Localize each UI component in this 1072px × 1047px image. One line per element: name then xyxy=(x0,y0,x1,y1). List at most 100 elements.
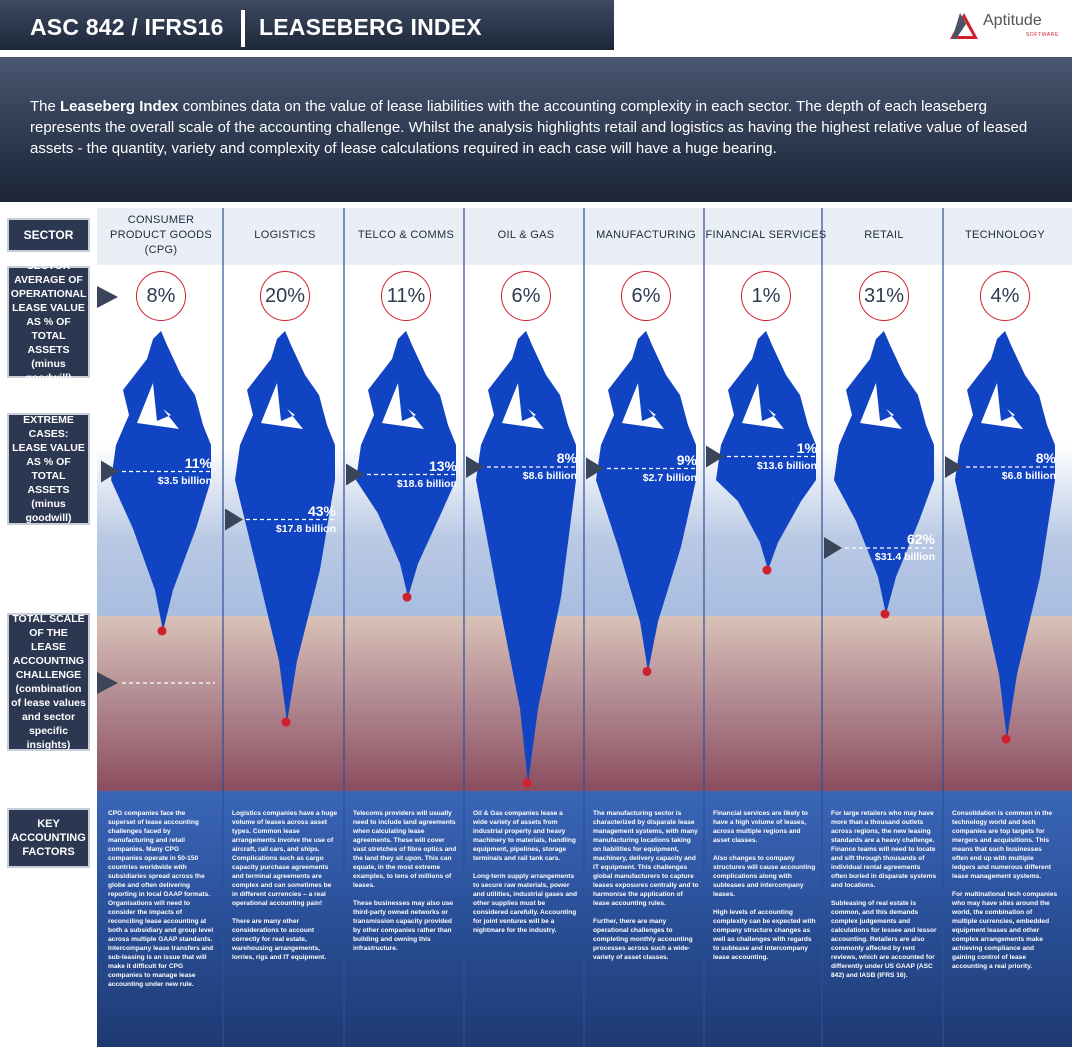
sector-average-circle: 4% xyxy=(980,271,1030,321)
iceberg xyxy=(111,331,211,631)
factor-paragraph: Subleasing of real estate is common, and… xyxy=(831,900,937,979)
header: ASC 842 / IFRS16 LEASEBERG INDEX Aptitud… xyxy=(0,0,1072,57)
iceberg-highlight xyxy=(860,383,902,429)
sector-factors: Telecoms providers will usually need to … xyxy=(353,809,459,962)
sector-average-circle: 20% xyxy=(260,271,310,321)
iceberg-highlight xyxy=(137,383,179,429)
sector-average-circle: 11% xyxy=(381,271,431,321)
extreme-value: $17.8 billion xyxy=(275,522,336,535)
extreme-percent: 8% xyxy=(556,450,577,466)
factor-paragraph: CPG companies face the superset of lease… xyxy=(108,810,214,988)
title-standard: ASC 842 / IFRS16 xyxy=(30,14,224,40)
sector-name: OIL & GAS xyxy=(497,229,555,241)
logo-triangle-icon xyxy=(950,13,978,39)
factor-paragraph: Also changes to company structures will … xyxy=(713,855,816,898)
depth-marker xyxy=(880,609,890,619)
iceberg-highlight xyxy=(382,383,424,429)
extreme-pointer xyxy=(101,460,119,483)
leaseberg-chart: SECTOR SECTOR AVERAGE OF OPERATIONAL LEA… xyxy=(0,208,1072,1047)
depth-marker xyxy=(762,565,772,575)
sector-factors: Financial services are likely to have a … xyxy=(713,809,819,971)
extreme-percent: 62% xyxy=(906,531,935,547)
sector-name: MANUFACTURING xyxy=(596,229,696,241)
row-label-total: TOTAL SCALE OF THE LEASE ACCOUNTING CHAL… xyxy=(7,613,90,751)
extreme-percent: 13% xyxy=(428,457,457,474)
sector-factors: Oil & Gas companies lease a wide variety… xyxy=(473,809,579,944)
extreme-pointer xyxy=(586,457,604,480)
factor-paragraph: The manufacturing sector is characterize… xyxy=(593,810,699,907)
sector-factors: CPG companies face the superset of lease… xyxy=(108,809,214,998)
depth-marker xyxy=(402,592,412,602)
iceberg xyxy=(235,331,335,723)
depth-marker xyxy=(642,666,652,676)
iceberg xyxy=(596,331,696,672)
sector-factors: Logistics companies have a huge volume o… xyxy=(232,809,338,971)
sector-factors: The manufacturing sector is characterize… xyxy=(593,809,699,971)
extreme-value: $6.8 billion xyxy=(1001,470,1056,482)
title-bar: ASC 842 / IFRS16 LEASEBERG INDEX xyxy=(0,0,614,50)
depth-marker xyxy=(157,626,167,636)
factor-paragraph: Financial services are likely to have a … xyxy=(713,810,808,844)
intro-lead: The xyxy=(30,98,61,115)
iceberg-highlight xyxy=(261,383,303,429)
iceberg xyxy=(356,331,456,598)
extreme-percent: 9% xyxy=(676,451,697,468)
sector-name: LOGISTICS xyxy=(254,229,316,241)
aptitude-logo: Aptitude SOFTWARE xyxy=(950,10,1060,46)
extreme-pointer xyxy=(225,508,243,531)
sector-average-circle: 31% xyxy=(859,271,909,321)
sector-name: RETAIL xyxy=(864,229,904,241)
extreme-value: $3.5 billion xyxy=(157,474,212,487)
sector-factors: Consolidation is common in the technolog… xyxy=(952,809,1058,980)
factor-paragraph: Logistics companies have a huge volume o… xyxy=(232,810,338,907)
factor-paragraph: Consolidation is common in the technolog… xyxy=(952,810,1053,880)
extreme-pointer xyxy=(824,537,842,559)
row-label-factors: KEY ACCOUNTING FACTORS xyxy=(7,808,90,868)
sector-name: FINANCIAL SERVICES xyxy=(705,229,827,241)
depth-marker xyxy=(281,717,291,727)
iceberg-highlight xyxy=(981,383,1023,429)
extreme-percent: 11% xyxy=(184,454,212,471)
extreme-percent: 8% xyxy=(1035,450,1056,466)
iceberg-highlight xyxy=(742,383,784,429)
extreme-pointer xyxy=(466,456,484,478)
chart-background xyxy=(97,208,1072,1047)
row-label-sector: SECTOR xyxy=(7,218,90,252)
factor-paragraph: Long-term supply arrangements to secure … xyxy=(473,873,578,934)
extreme-value: $2.7 billion xyxy=(642,471,697,484)
intro-text: The Leaseberg Index combines data on the… xyxy=(30,96,1040,159)
sector-average-circle: 6% xyxy=(501,271,551,321)
intro-panel: The Leaseberg Index combines data on the… xyxy=(0,57,1072,202)
factor-paragraph: High levels of accounting complexity can… xyxy=(713,909,816,961)
factor-paragraph: For large retailers who may have more th… xyxy=(831,810,937,889)
intro-body: combines data on the value of lease liab… xyxy=(30,98,1028,157)
factor-paragraph: Telecoms providers will usually need to … xyxy=(353,810,457,889)
extreme-pointer xyxy=(945,456,963,478)
sector-name: TELCO & COMMS xyxy=(357,229,455,241)
iceberg xyxy=(716,331,816,571)
extreme-pointer xyxy=(706,445,724,468)
extreme-pointer xyxy=(346,463,364,486)
factor-paragraph: There are many other considerations to a… xyxy=(232,918,327,961)
extreme-percent: 43% xyxy=(307,502,336,519)
depth-marker xyxy=(1001,734,1011,744)
iceberg xyxy=(834,331,934,614)
row-label-extreme: EXTREME CASES: LEASE VALUE AS % OF TOTAL… xyxy=(7,413,90,525)
sector-name: CONSUMER PRODUCT GOODS (CPG) xyxy=(109,214,213,256)
extreme-value: $18.6 billion xyxy=(396,477,457,490)
row-label-average: SECTOR AVERAGE OF OPERATIONAL LEASE VALU… xyxy=(7,260,90,384)
extreme-percent: 1% xyxy=(796,439,817,456)
intro-bold: Leaseberg Index xyxy=(60,98,179,115)
factor-paragraph: For multinational tech companies who may… xyxy=(952,891,1058,970)
sector-name: TECHNOLOGY xyxy=(964,229,1045,241)
title-divider xyxy=(241,10,245,47)
title-index: LEASEBERG INDEX xyxy=(259,14,482,40)
sector-average-circle: 1% xyxy=(741,271,791,321)
iceberg xyxy=(476,331,576,783)
extreme-value: $8.6 billion xyxy=(522,470,577,482)
sector-average-circle: 6% xyxy=(621,271,671,321)
depth-marker xyxy=(522,778,532,788)
extreme-value: $31.4 billion xyxy=(874,551,935,563)
iceberg-highlight xyxy=(622,383,664,429)
iceberg-highlight xyxy=(502,383,544,429)
